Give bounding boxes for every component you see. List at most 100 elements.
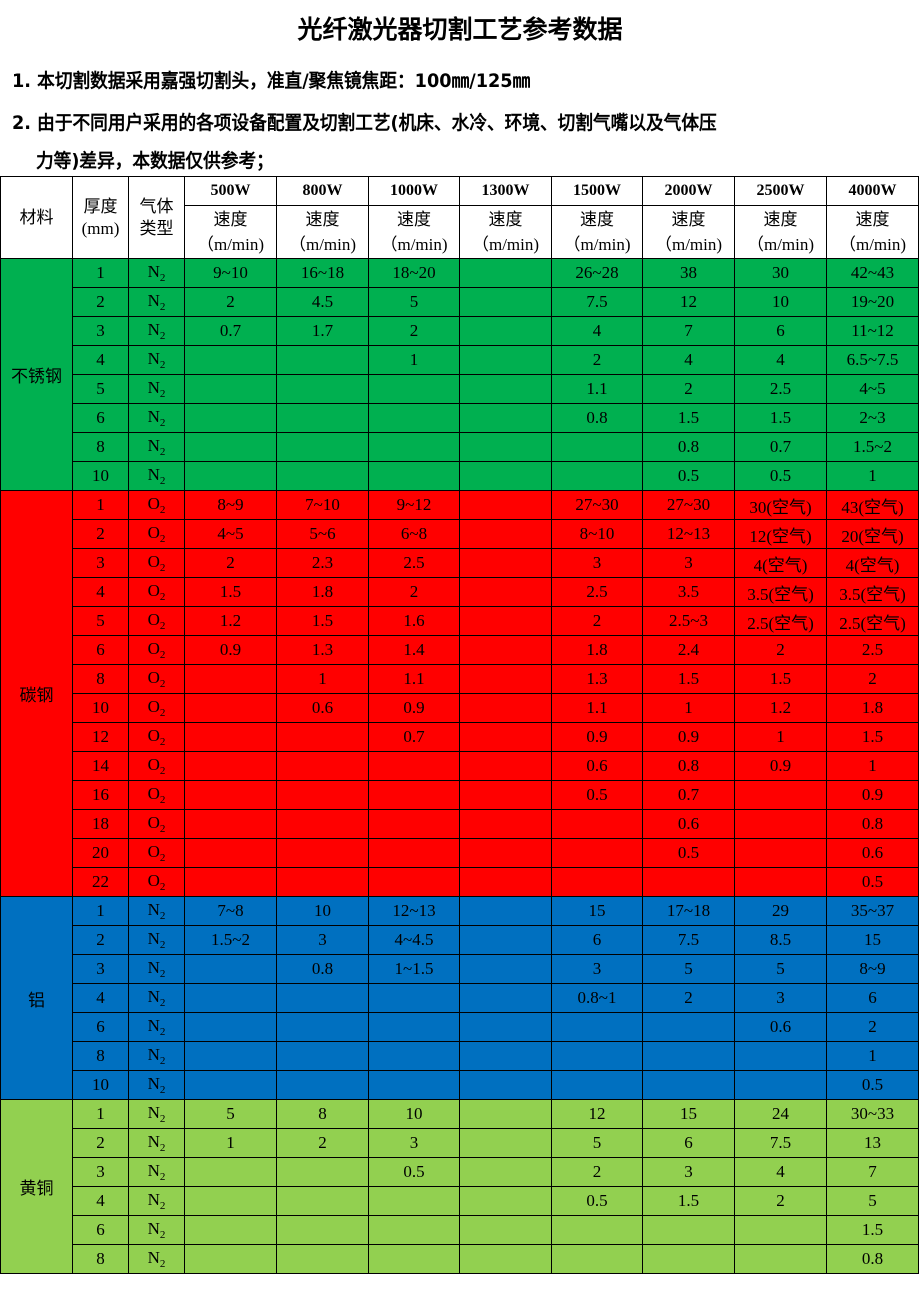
table-row: 3 O2 2 2.3 2.5 3 3 4(空气) 4(空气) — [0, 548, 919, 578]
speed-cell — [551, 838, 643, 868]
speed-cell: 2.3 — [276, 548, 369, 578]
speed-cell: 1 — [276, 664, 369, 694]
speed-cell: 1.4 — [368, 635, 460, 665]
gas-cell: N2 — [128, 954, 185, 984]
speed-cell — [368, 838, 460, 868]
speed-cell — [459, 1186, 552, 1216]
speed-cell — [276, 1244, 369, 1274]
speed-cell: 4~5 — [184, 519, 277, 549]
table-row: 2 N2 2 4.5 5 7.5 12 10 19~20 — [0, 287, 919, 317]
speed-cell: 9~10 — [184, 258, 277, 288]
speed-cell: 0.9 — [368, 693, 460, 723]
speed-cell: 0.7 — [184, 316, 277, 346]
thickness-cell: 10 — [72, 693, 129, 723]
cutting-parameters-table: 材料 厚度(mm) 气体类型 500W 800W 1000W 1300W 1500W 2000W… — [0, 176, 919, 1274]
speed-cell: 29 — [734, 896, 827, 926]
speed-cell: 5~6 — [276, 519, 369, 549]
speed-cell — [184, 374, 277, 404]
speed-cell: 4~5 — [826, 374, 919, 404]
speed-cell — [276, 1215, 369, 1245]
table-row: 10 N2 0.5 0.5 1 — [0, 461, 919, 491]
speed-cell — [184, 432, 277, 462]
speed-cell — [459, 954, 552, 984]
header-power: 2500W — [734, 176, 827, 206]
speed-cell: 16~18 — [276, 258, 369, 288]
speed-cell: 4.5 — [276, 287, 369, 317]
speed-cell — [368, 374, 460, 404]
thickness-cell: 10 — [72, 1070, 129, 1100]
speed-cell — [642, 1070, 735, 1100]
speed-cell: 8~9 — [184, 490, 277, 520]
speed-cell: 3 — [276, 925, 369, 955]
speed-cell: 0.5 — [642, 838, 735, 868]
speed-cell: 3 — [734, 983, 827, 1013]
header-power: 800W — [276, 176, 369, 206]
speed-cell — [459, 780, 552, 810]
speed-cell: 12 — [551, 1099, 643, 1129]
speed-cell: 2~3 — [826, 403, 919, 433]
speed-cell — [276, 1186, 369, 1216]
header-power: 1500W — [551, 176, 643, 206]
gas-cell: O2 — [128, 751, 185, 781]
speed-cell — [184, 1215, 277, 1245]
speed-cell — [184, 461, 277, 491]
header-material: 材料 — [0, 176, 73, 259]
speed-cell — [368, 432, 460, 462]
speed-cell — [184, 1186, 277, 1216]
speed-cell: 18~20 — [368, 258, 460, 288]
gas-cell: N2 — [128, 432, 185, 462]
speed-cell: 0.7 — [734, 432, 827, 462]
speed-cell: 27~30 — [642, 490, 735, 520]
speed-cell: 7~8 — [184, 896, 277, 926]
speed-cell — [276, 867, 369, 897]
speed-cell — [459, 490, 552, 520]
speed-cell: 0.9 — [642, 722, 735, 752]
speed-cell: 2 — [826, 1012, 919, 1042]
table-row: 8 O2 1 1.1 1.3 1.5 1.5 2 — [0, 664, 919, 694]
speed-cell: 8 — [276, 1099, 369, 1129]
speed-cell: 1 — [642, 693, 735, 723]
speed-cell — [459, 432, 552, 462]
speed-cell — [276, 374, 369, 404]
header-unit: （m/min) — [380, 235, 448, 254]
thickness-cell: 4 — [72, 983, 129, 1013]
speed-cell — [184, 954, 277, 984]
speed-cell — [276, 345, 369, 375]
gas-cell: N2 — [128, 1070, 185, 1100]
header-speed-unit: 速度 （m/min) — [276, 205, 369, 259]
speed-cell — [551, 432, 643, 462]
speed-cell: 0.8 — [642, 751, 735, 781]
speed-cell: 3 — [642, 1157, 735, 1187]
speed-cell: 17~18 — [642, 896, 735, 926]
speed-cell: 3 — [551, 548, 643, 578]
speed-cell — [459, 838, 552, 868]
speed-cell: 0.6 — [826, 838, 919, 868]
speed-cell — [184, 1244, 277, 1274]
speed-cell — [734, 1215, 827, 1245]
speed-cell: 1~1.5 — [368, 954, 460, 984]
speed-cell — [459, 345, 552, 375]
speed-cell: 1.3 — [551, 664, 643, 694]
speed-cell — [459, 1070, 552, 1100]
speed-cell: 2 — [551, 345, 643, 375]
speed-cell: 3 — [368, 1128, 460, 1158]
speed-cell: 1 — [826, 751, 919, 781]
gas-cell: O2 — [128, 693, 185, 723]
speed-cell: 0.7 — [368, 722, 460, 752]
speed-cell — [276, 432, 369, 462]
speed-cell: 7.5 — [734, 1128, 827, 1158]
speed-cell: 8.5 — [734, 925, 827, 955]
speed-cell: 7 — [642, 316, 735, 346]
speed-cell: 0.8 — [276, 954, 369, 984]
speed-cell: 2 — [368, 577, 460, 607]
speed-cell — [368, 461, 460, 491]
speed-cell: 20(空气) — [826, 519, 919, 549]
speed-cell — [276, 1041, 369, 1071]
gas-cell: N2 — [128, 1012, 185, 1042]
table-row: 4 N2 0.5 1.5 2 5 — [0, 1186, 919, 1216]
speed-cell: 7 — [826, 1157, 919, 1187]
speed-cell — [459, 287, 552, 317]
speed-cell: 0.9 — [826, 780, 919, 810]
speed-cell — [734, 1041, 827, 1071]
speed-cell — [551, 1244, 643, 1274]
